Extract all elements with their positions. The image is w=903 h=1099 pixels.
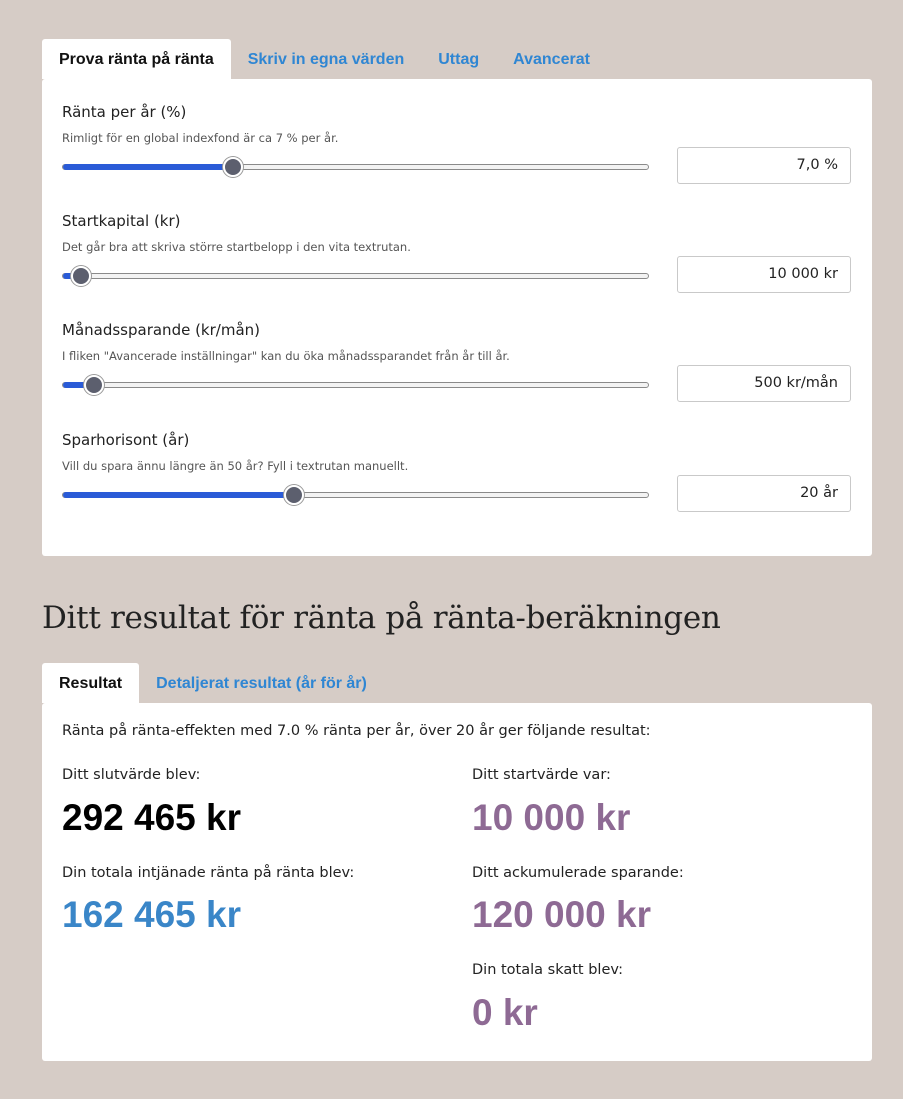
total-interest-label: Din totala intjänade ränta på ränta blev… xyxy=(62,865,355,881)
interest-input[interactable]: 7,0 % xyxy=(677,147,851,184)
total-tax-value: 0 kr xyxy=(472,992,538,1033)
interest-label: Ränta per år (%) xyxy=(62,103,187,121)
tab-prova-ranta[interactable]: Prova ränta på ränta xyxy=(42,39,231,79)
monthly-saving-hint: I fliken "Avancerade inställningar" kan … xyxy=(62,349,510,363)
horizon-slider[interactable] xyxy=(62,485,649,505)
start-capital-slider-thumb[interactable] xyxy=(70,266,91,286)
accumulated-savings-label: Ditt ackumulerade sparande: xyxy=(472,865,684,881)
monthly-saving-label: Månadssparande (kr/mån) xyxy=(62,321,261,339)
tab-egna-varden[interactable]: Skriv in egna värden xyxy=(247,51,405,68)
monthly-saving-slider-fill xyxy=(63,382,92,388)
results-summary: Ränta på ränta-effekten med 7.0 % ränta … xyxy=(62,723,651,739)
results-panel: Ränta på ränta-effekten med 7.0 % ränta … xyxy=(42,703,872,1061)
results-heading: Ditt resultat för ränta på ränta-beräkni… xyxy=(42,600,721,636)
monthly-saving-input[interactable]: 500 kr/mån xyxy=(677,365,851,402)
horizon-label: Sparhorisont (år) xyxy=(62,431,190,449)
tab-avancerat[interactable]: Avancerat xyxy=(513,51,590,68)
horizon-slider-thumb[interactable] xyxy=(283,485,304,505)
calculator-panel: Ränta per år (%) Rimligt för en global i… xyxy=(42,79,872,556)
start-value-label: Ditt startvärde var: xyxy=(472,767,611,783)
calculator-tabs: Prova ränta på ränta Skriv in egna värde… xyxy=(42,39,607,79)
interest-hint: Rimligt för en global indexfond är ca 7 … xyxy=(62,131,339,145)
start-capital-hint: Det går bra att skriva större startbelop… xyxy=(62,240,411,254)
tab-uttag[interactable]: Uttag xyxy=(438,51,480,68)
start-capital-label: Startkapital (kr) xyxy=(62,212,181,230)
start-capital-input[interactable]: 10 000 kr xyxy=(677,256,851,293)
interest-slider-fill xyxy=(63,164,231,170)
horizon-slider-fill xyxy=(63,492,292,498)
tab-resultat[interactable]: Resultat xyxy=(42,663,140,703)
monthly-saving-slider-thumb[interactable] xyxy=(83,375,104,395)
accumulated-savings-value: 120 000 kr xyxy=(472,894,652,935)
horizon-hint: Vill du spara ännu längre än 50 år? Fyll… xyxy=(62,459,409,473)
start-capital-slider[interactable] xyxy=(62,266,649,286)
interest-slider[interactable] xyxy=(62,157,649,177)
end-value: 292 465 kr xyxy=(62,797,242,838)
horizon-input[interactable]: 20 år xyxy=(677,475,851,512)
result-tabs: Resultat Detaljerat resultat (år för år) xyxy=(42,663,384,703)
total-interest-value: 162 465 kr xyxy=(62,894,242,935)
start-value: 10 000 kr xyxy=(472,797,631,838)
end-value-label: Ditt slutvärde blev: xyxy=(62,767,201,783)
tab-detaljerat-resultat[interactable]: Detaljerat resultat (år för år) xyxy=(156,675,367,692)
total-tax-label: Din totala skatt blev: xyxy=(472,962,624,978)
monthly-saving-slider[interactable] xyxy=(62,375,649,395)
interest-slider-thumb[interactable] xyxy=(222,157,243,177)
